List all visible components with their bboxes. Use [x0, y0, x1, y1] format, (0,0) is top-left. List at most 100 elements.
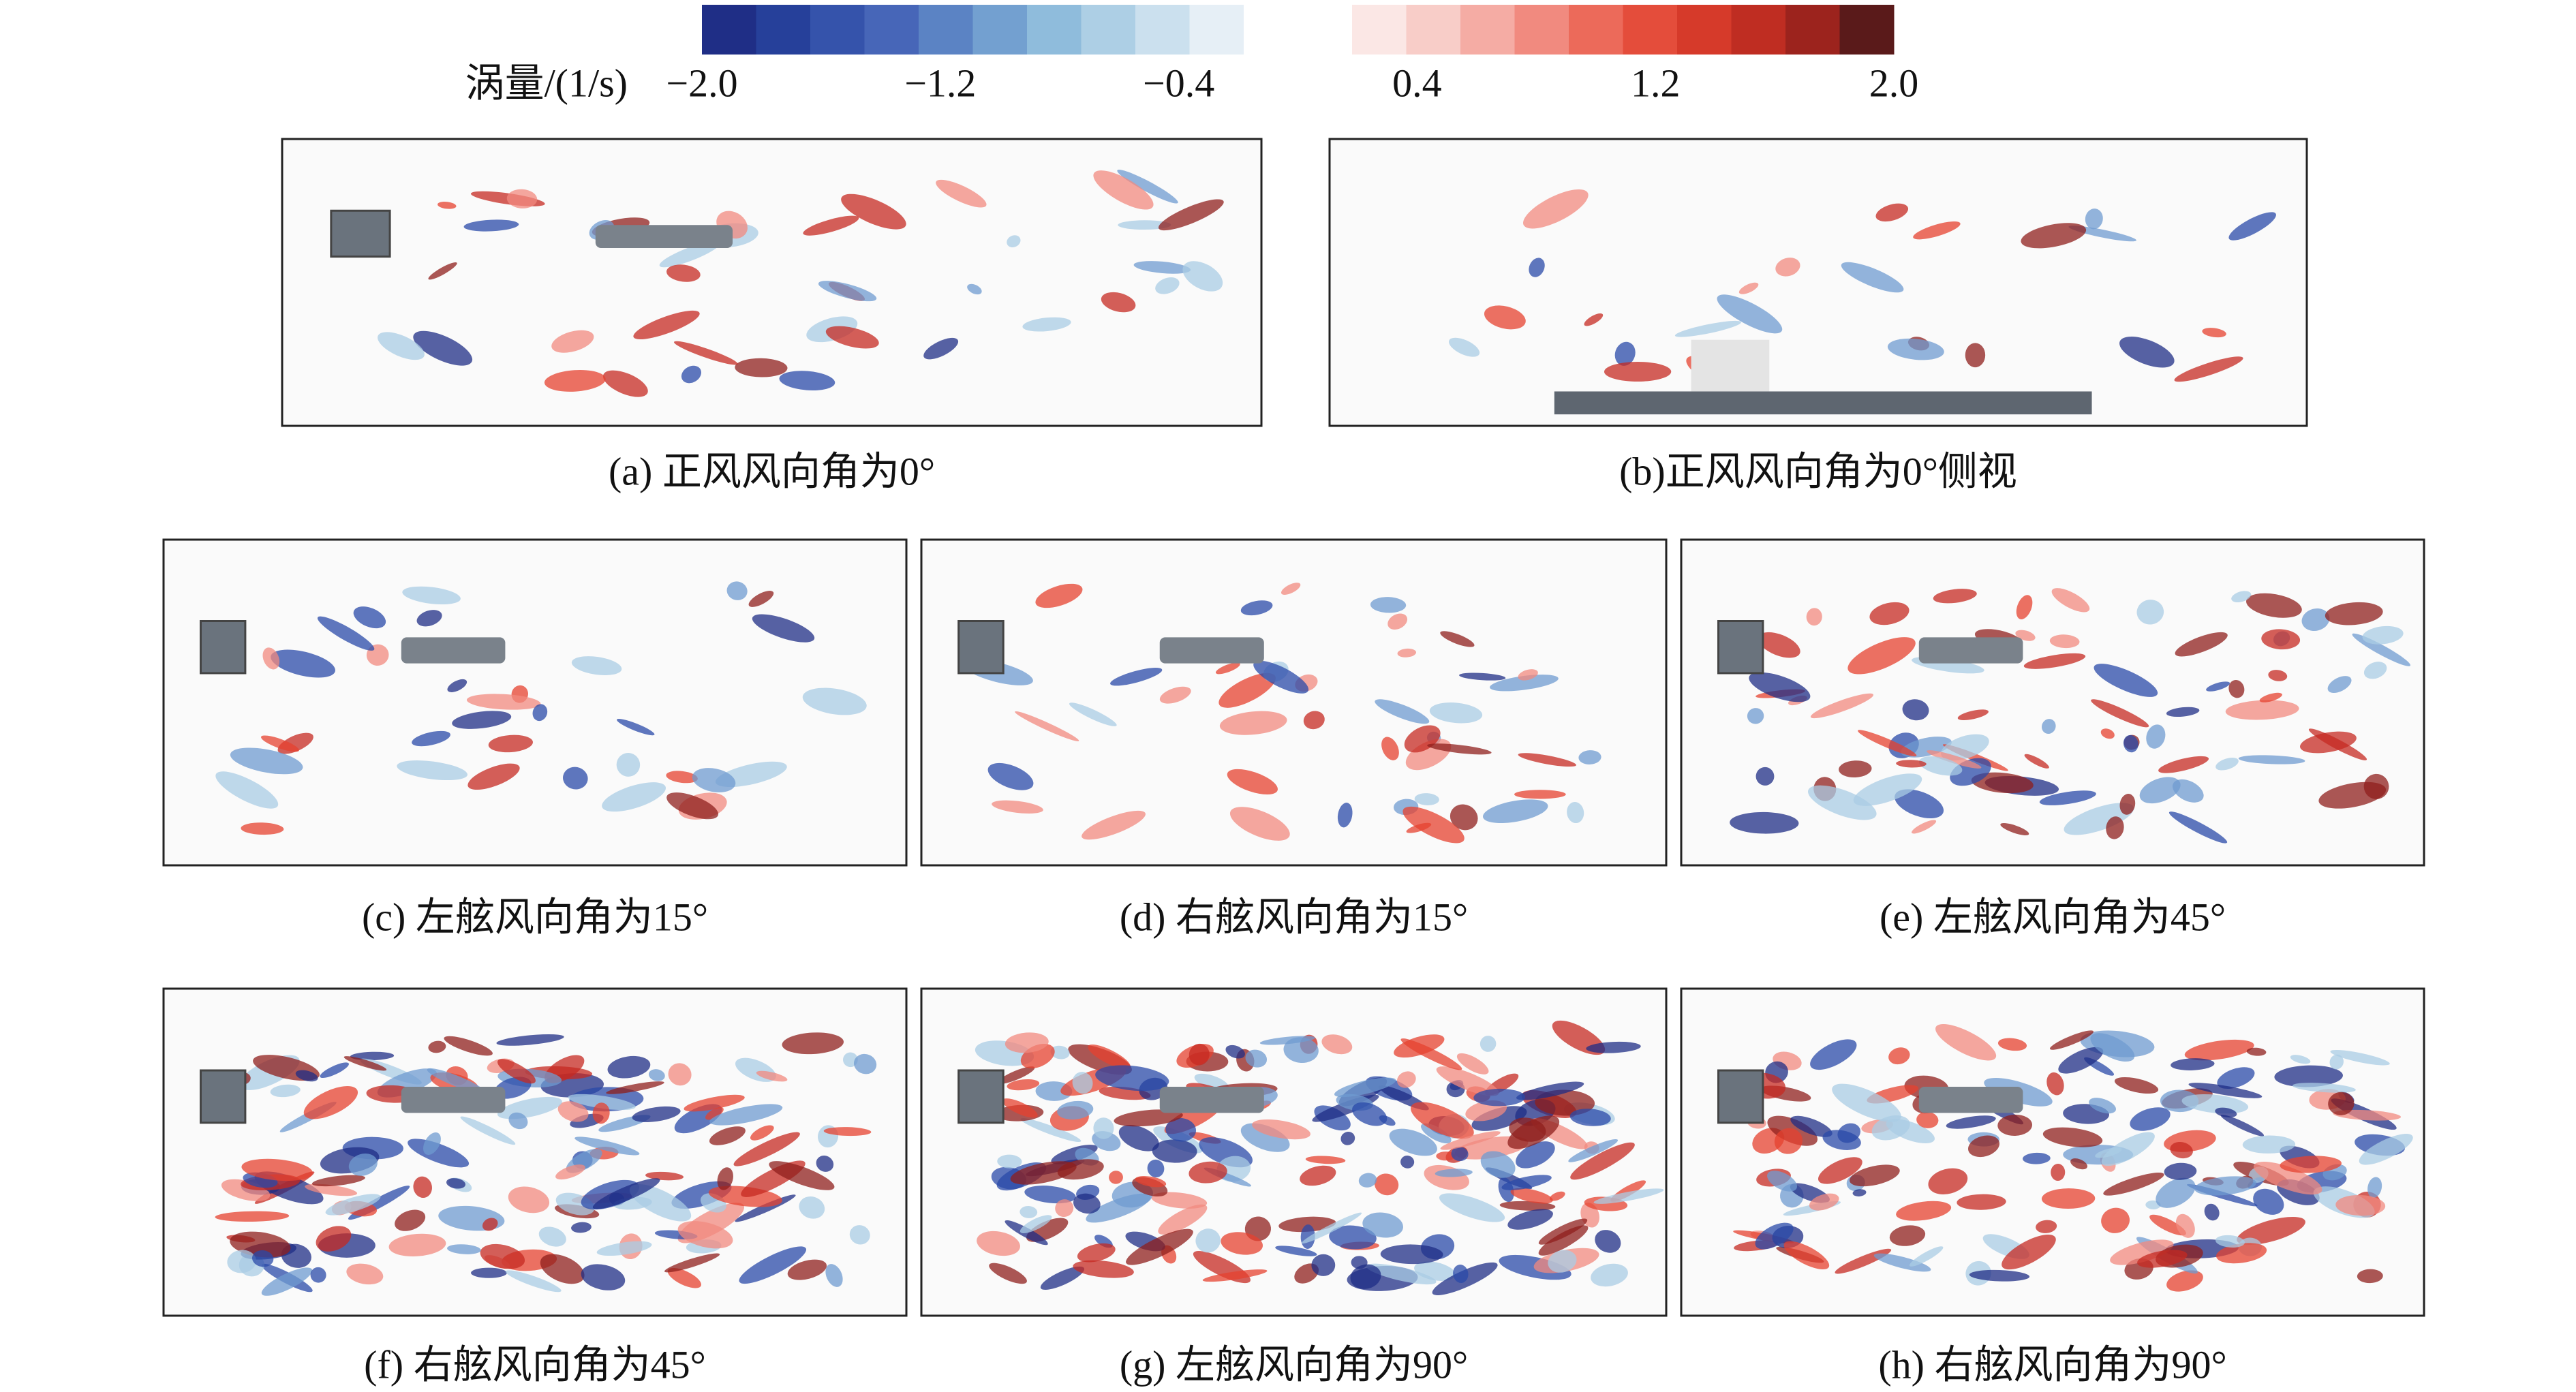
vortex-blob — [645, 1171, 684, 1181]
vortex-blob — [2130, 1107, 2171, 1131]
vortex-blob — [1957, 1194, 2006, 1210]
vortex-blob — [2242, 1135, 2296, 1154]
vortex-blob — [853, 1053, 877, 1074]
vortex-blob — [967, 283, 982, 295]
vortex-blob — [1375, 699, 1430, 724]
ship-hull — [1554, 391, 2092, 415]
vortex-blob — [1730, 811, 1799, 834]
vortex-blob — [1302, 1212, 1362, 1244]
vortex-blob — [2301, 608, 2330, 632]
panel-caption: (g) 左舷风向角为90° — [1120, 1342, 1468, 1387]
vortex-blob — [2253, 1188, 2284, 1215]
vortex-blob — [1927, 750, 1982, 769]
vortex-blob — [1110, 668, 1163, 686]
vortex-blob — [787, 1259, 827, 1280]
vortex-blob — [1790, 1115, 1833, 1137]
vortex-blob — [2237, 1216, 2305, 1245]
vortex-blob — [320, 1062, 349, 1079]
vortex-blob — [648, 1069, 665, 1081]
vortex-blob — [1482, 799, 1548, 824]
panel — [920, 987, 1668, 1317]
vortex-blob — [574, 1136, 640, 1156]
vortex-blob — [1717, 294, 1783, 334]
vortex-blob — [803, 215, 859, 236]
vortex-blob — [1473, 1088, 1525, 1107]
vortex-blob — [1352, 1102, 1387, 1126]
vortex-blob — [1593, 1188, 1664, 1204]
vortex-blob — [1767, 1171, 1797, 1192]
colorbar-segment — [1839, 5, 1895, 55]
vortex-blob — [2021, 223, 2087, 249]
vortex-blob — [1114, 1109, 1183, 1127]
vortex-blob — [1397, 648, 1417, 658]
vortex-blob — [1019, 1205, 1038, 1218]
vortex-blob — [1152, 1139, 1197, 1163]
vortex-blob — [2101, 1207, 2130, 1233]
vortex-blob — [532, 704, 548, 722]
vortex-blob — [2325, 602, 2383, 625]
vortex-blob — [748, 591, 774, 607]
vortex-blob — [1832, 1083, 1901, 1122]
vortex-blob — [1165, 1117, 1197, 1142]
vortex-blob — [735, 358, 788, 377]
vortex-blob — [271, 649, 335, 678]
vortex-blob — [2042, 1127, 2103, 1147]
panel-border — [162, 987, 908, 1317]
vortex-blob — [997, 1154, 1022, 1169]
vortex-blob — [666, 771, 698, 784]
panel-border — [162, 538, 908, 867]
vortex-blob — [923, 337, 959, 360]
vortex-blob — [1591, 1263, 1628, 1287]
vortex-blob — [447, 679, 467, 692]
vortex-blob — [782, 1032, 844, 1055]
vortex-blob — [692, 768, 736, 792]
vortex-blob — [1965, 343, 1986, 368]
panel-border — [1328, 138, 2308, 427]
vortex-blob — [2363, 773, 2389, 799]
vortex-blob — [2103, 1172, 2164, 1196]
vortex-blob — [568, 1094, 636, 1111]
vortex-blob — [592, 1102, 610, 1124]
vortex-blob — [544, 369, 606, 392]
vortex-blob — [413, 1176, 432, 1198]
vortex-blob — [2101, 1132, 2155, 1166]
vortex-blob — [1567, 802, 1584, 824]
vortex-blob — [1912, 820, 1937, 834]
ship-island — [1918, 1087, 2023, 1113]
vortex-blob — [1755, 767, 1775, 786]
vortex-blob — [1971, 772, 2034, 794]
vortex-blob — [632, 1106, 681, 1122]
vortex-blob — [1305, 1156, 1346, 1164]
vortex-blob — [1283, 1037, 1319, 1064]
vortex-blob — [1019, 1215, 1052, 1234]
vortex-field — [330, 170, 1224, 397]
vortex-blob — [1370, 597, 1407, 613]
vortex-blob — [2170, 1141, 2193, 1159]
vortex-blob — [2220, 1115, 2265, 1136]
vortex-blob — [1275, 1246, 1317, 1256]
vortex-blob — [1101, 292, 1136, 313]
vortex-blob — [1538, 1225, 1589, 1256]
vortex-blob — [739, 1246, 807, 1284]
vortex-blob — [1387, 613, 1408, 630]
vortex-blob — [1510, 1188, 1553, 1204]
vortex-blob — [1253, 660, 1309, 694]
vortex-blob — [1402, 806, 1465, 844]
vortex-field — [1717, 588, 2411, 844]
vortex-blob — [709, 1126, 746, 1145]
vortex-blob — [2156, 1177, 2196, 1208]
vortex-blob — [395, 1209, 426, 1231]
vortex-blob — [1381, 737, 1399, 760]
vortex-blob — [2357, 1269, 2383, 1284]
vortex-blob — [2215, 757, 2239, 771]
vortex-blob — [2215, 1235, 2245, 1248]
vortex-blob — [1933, 589, 1977, 604]
ship-island — [1691, 339, 1770, 392]
vortex-blob — [1215, 662, 1240, 675]
vortex-blob — [1420, 1123, 1452, 1144]
vortex-blob — [2164, 1162, 2197, 1180]
vortex-blob — [936, 179, 987, 208]
vortex-blob — [602, 782, 666, 812]
vortex-blob — [667, 1267, 701, 1288]
panel — [1328, 138, 2308, 427]
